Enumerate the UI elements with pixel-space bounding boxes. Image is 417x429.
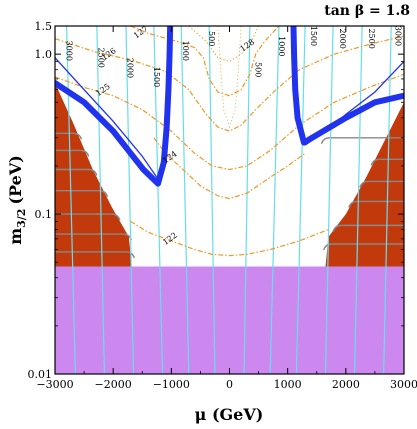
cyan-contour — [324, 26, 334, 374]
cyan-contour — [208, 26, 216, 374]
cyan-contour — [180, 26, 190, 374]
cyan-contour — [295, 26, 306, 374]
cyan-contour — [125, 26, 135, 374]
cyan-contour — [353, 26, 363, 374]
right-blue-thin-line — [304, 61, 404, 146]
grey-line — [323, 243, 404, 251]
cyan-contour — [269, 26, 280, 374]
cyan-contour-label: 2000 — [126, 58, 135, 78]
left-blue-thin-line — [55, 57, 158, 178]
cyan-contour — [66, 26, 76, 374]
x-tick-label: 2000 — [332, 378, 360, 391]
right-blue-band — [290, 26, 404, 146]
higgs-contour — [130, 220, 329, 257]
x-tick-label: 0 — [226, 378, 233, 391]
grey-line — [55, 149, 90, 157]
grey-line — [348, 200, 404, 208]
chart-annotation: tan β = 1.8 — [324, 3, 410, 19]
cyan-contour-label: 3000 — [65, 41, 74, 61]
higgs-contour — [130, 26, 280, 97]
y-axis-title-main: m — [6, 228, 25, 245]
x-axis-title: μ (GeV) — [195, 405, 264, 424]
y-axis-title-sub: 3/2 — [15, 209, 28, 228]
grey-line — [55, 132, 83, 140]
higgs-contour-label: 128 — [238, 37, 256, 53]
cyan-contour-label: 3000 — [393, 26, 402, 46]
cyan-contour-label: 500 — [254, 62, 263, 77]
axis-ticks: −3000 −2000 −1000 0 1000 2000 3000 0.01 0.1 1.0 1.… — [28, 20, 417, 391]
cyan-contour — [96, 26, 106, 374]
center-dotted-contour — [217, 26, 242, 129]
left-blue-band — [55, 26, 174, 187]
cyan-contour-label: 1500 — [309, 26, 318, 46]
y-axis-title-unit: (PeV) — [6, 155, 25, 204]
cyan-contour — [243, 26, 251, 374]
cyan-contour-label: 1500 — [152, 67, 161, 87]
higgs-contour-label: 122 — [161, 231, 179, 247]
y-tick-label: 1.0 — [35, 48, 53, 61]
right-red-region — [325, 102, 404, 267]
y-tick-label: 1.5 — [35, 20, 53, 33]
higgs-contour-label: 127 — [132, 24, 150, 40]
higgs-contour-label: 125 — [94, 82, 112, 98]
cyan-contour-label: 2500 — [367, 28, 376, 48]
cyan-contour-label: 2500 — [97, 48, 106, 68]
grey-line — [332, 224, 404, 232]
cyan-contour — [153, 26, 164, 374]
higgs-contour — [55, 73, 404, 171]
higgs-contour — [153, 137, 306, 200]
cyan-contour — [383, 26, 392, 374]
x-tick-label: −2000 — [95, 378, 132, 391]
cyan-contour-label: 1000 — [277, 36, 286, 56]
x-tick-label: −3000 — [36, 378, 73, 391]
grey-line — [55, 190, 109, 197]
x-tick-label: 1000 — [274, 378, 302, 391]
purple-region — [55, 266, 404, 374]
grey-line — [320, 137, 404, 145]
y-tick-label: 0.1 — [35, 208, 53, 221]
y-axis-title: m3/2 (PeV) — [6, 155, 28, 245]
grey-line — [55, 168, 98, 176]
left-red-region — [55, 83, 132, 267]
cyan-contour-label: 2000 — [338, 28, 347, 48]
grey-line — [359, 180, 404, 188]
grey-line — [370, 158, 404, 166]
cyan-contour-label: 500 — [207, 31, 216, 46]
y-tick-label: 0.01 — [28, 368, 53, 381]
cyan-contour-label: 1000 — [181, 41, 190, 61]
x-tick-label: 3000 — [390, 378, 417, 391]
plot-area: 3000 2500 2000 1500 1000 500 500 1000 1500 2000 25… — [55, 24, 404, 374]
x-tick-label: −1000 — [153, 378, 190, 391]
grey-line — [55, 213, 121, 221]
